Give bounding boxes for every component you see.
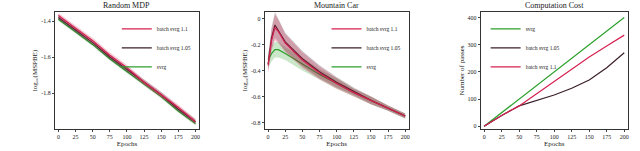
svg-text:125: 125 xyxy=(140,134,149,140)
svg-text:Epochs: Epochs xyxy=(326,140,347,148)
svg-text:175: 175 xyxy=(174,134,183,140)
svg-text:175: 175 xyxy=(384,134,393,140)
svg-text:0: 0 xyxy=(57,134,60,140)
svg-text:100: 100 xyxy=(468,96,477,102)
svg-text:log₁₀(MSPBE): log₁₀(MSPBE) xyxy=(31,49,39,91)
svg-text:batch svrg 1.1: batch svrg 1.1 xyxy=(367,26,398,32)
svg-text:150: 150 xyxy=(366,134,375,140)
svg-text:125: 125 xyxy=(567,134,576,140)
svg-text:200: 200 xyxy=(620,134,629,140)
svg-text:Random MDP: Random MDP xyxy=(103,1,150,10)
svg-text:batch svrg 1.1: batch svrg 1.1 xyxy=(157,26,188,32)
svg-text:25: 25 xyxy=(73,134,79,140)
svg-text:150: 150 xyxy=(157,134,166,140)
svg-text:0: 0 xyxy=(258,16,261,22)
svg-text:0: 0 xyxy=(267,134,270,140)
svg-text:-1.8: -1.8 xyxy=(41,90,51,96)
svg-text:75: 75 xyxy=(107,134,113,140)
svg-text:svrg: svrg xyxy=(157,64,167,70)
svg-text:batch svrg 1.05: batch svrg 1.05 xyxy=(526,45,560,51)
svg-text:200: 200 xyxy=(468,69,477,75)
svg-text:200: 200 xyxy=(401,134,410,140)
svg-text:-1.4: -1.4 xyxy=(41,18,51,24)
svg-text:-0.4: -0.4 xyxy=(251,68,261,74)
svg-text:-0.6: -0.6 xyxy=(251,94,261,100)
svg-text:-1.6: -1.6 xyxy=(41,54,51,60)
svg-text:log₁₀(MSPBE): log₁₀(MSPBE) xyxy=(241,49,249,91)
svg-text:Epochs: Epochs xyxy=(117,140,138,148)
svg-text:svrg: svrg xyxy=(526,26,536,32)
svg-text:100: 100 xyxy=(332,134,341,140)
svg-text:50: 50 xyxy=(90,134,96,140)
svg-text:batch svrg 1.1: batch svrg 1.1 xyxy=(526,64,557,70)
svg-text:batch svrg 1.05: batch svrg 1.05 xyxy=(367,45,401,51)
svg-text:svrg: svrg xyxy=(367,64,377,70)
svg-text:25: 25 xyxy=(282,134,288,140)
svg-text:50: 50 xyxy=(299,134,305,140)
svg-text:75: 75 xyxy=(317,134,323,140)
svg-text:400: 400 xyxy=(468,15,477,21)
svg-text:Number of passes: Number of passes xyxy=(458,45,466,95)
svg-text:75: 75 xyxy=(534,134,540,140)
svg-text:100: 100 xyxy=(122,134,131,140)
svg-text:50: 50 xyxy=(516,134,522,140)
svg-text:125: 125 xyxy=(349,134,358,140)
svg-text:-0.8: -0.8 xyxy=(251,120,261,126)
svg-text:200: 200 xyxy=(191,134,200,140)
svg-text:25: 25 xyxy=(499,134,505,140)
svg-text:0: 0 xyxy=(483,134,486,140)
svg-text:300: 300 xyxy=(468,42,477,48)
svg-text:batch svrg 1.05: batch svrg 1.05 xyxy=(157,45,191,51)
svg-text:Epochs: Epochs xyxy=(544,140,565,148)
svg-text:-0.2: -0.2 xyxy=(251,42,261,48)
svg-text:175: 175 xyxy=(602,134,611,140)
svg-text:100: 100 xyxy=(550,134,559,140)
svg-text:Mountain Car: Mountain Car xyxy=(314,1,359,10)
svg-text:150: 150 xyxy=(585,134,594,140)
svg-text:0: 0 xyxy=(474,123,477,129)
svg-text:Computation Cost: Computation Cost xyxy=(525,1,584,10)
